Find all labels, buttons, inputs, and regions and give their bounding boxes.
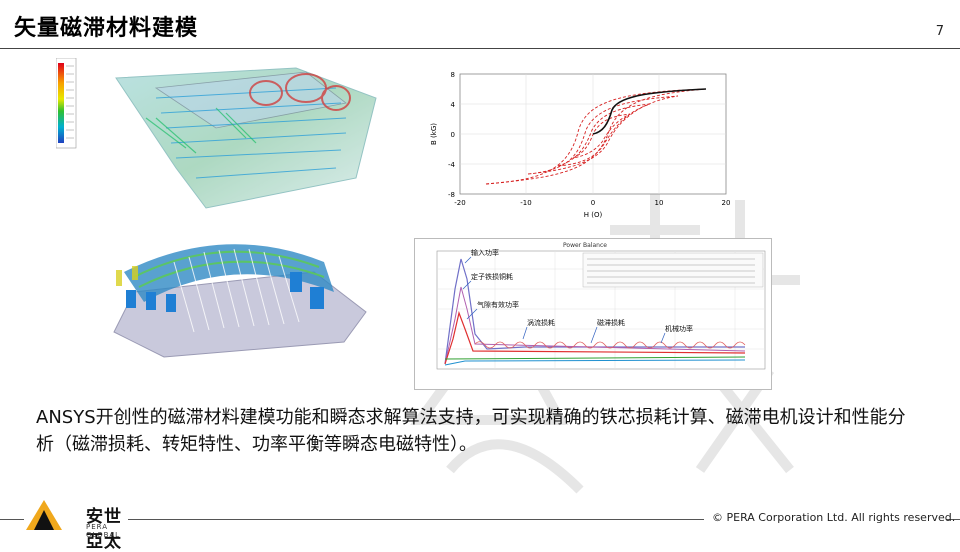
label-mechanical-power: 机械功率 [665,324,693,333]
x-tick-10: 10 [655,199,664,207]
label-hysteresis-loss: 磁滞损耗 [597,318,625,327]
x-tick-neg20: -20 [454,199,465,207]
label-airgap-power: 气隙有效功率 [477,300,519,309]
x-tick-20: 20 [722,199,731,207]
hysteresis-chart: 8 4 0 -4 -8 -20 -10 0 10 20 H (O) B (kG) [418,62,738,222]
company-logo: 安世亞太 PERA GLOBAL [24,498,128,552]
x-tick-0: 0 [591,199,595,207]
series-hysteresis-loss [444,356,746,360]
initial-magnetization-curve [592,88,707,135]
series-mechanical-power [444,359,746,366]
x-axis-label: H (O) [584,211,603,219]
field-simulation-image [55,57,380,216]
label-stator-loss: 定子铁损铜耗 [471,272,513,281]
footer-line-left [0,519,24,520]
motor-mesh-image [104,232,370,366]
label-eddy-loss: 涡流损耗 [527,318,555,327]
major-loop-lower [485,88,707,185]
minor-loop-3 [572,113,631,159]
y-tick-neg8: -8 [448,191,455,199]
minor-loop-2 [557,103,651,167]
minor-loop-1 [527,95,679,175]
series-airgap-power [444,310,746,365]
y-axis-label: B (kG) [430,123,438,145]
y-tick-8: 8 [451,71,455,79]
title-divider [0,48,960,49]
footer-line-mid [128,519,704,520]
series-stator-loss [444,286,746,365]
power-chart-title: Power Balance [563,242,607,249]
logo-en-text: PERA GLOBAL [86,523,121,539]
logo-triangle-icon [26,500,62,530]
x-tick-neg10: -10 [520,199,531,207]
copyright-text: © PERA Corporation Ltd. All rights reser… [712,511,956,524]
series-input-power [444,258,745,365]
power-balance-chart: Power Balance 输入功率 定子铁损铜耗 气隙有效功率 涡流损耗 磁滞… [414,238,772,390]
footer-line-right [946,519,960,520]
page-number: 7 [935,24,944,39]
y-tick-0: 0 [451,131,455,139]
body-text: ANSYS开创性的磁滞材料建模功能和瞬态求解算法支持，可实现精确的铁芯损耗计算、… [36,407,906,455]
y-tick-4: 4 [451,101,456,109]
series-eddy-loss [474,341,746,349]
y-tick-neg4: -4 [448,161,456,169]
label-input-power: 输入功率 [471,248,499,257]
slide-title: 矢量磁滞材料建模 [14,16,199,41]
